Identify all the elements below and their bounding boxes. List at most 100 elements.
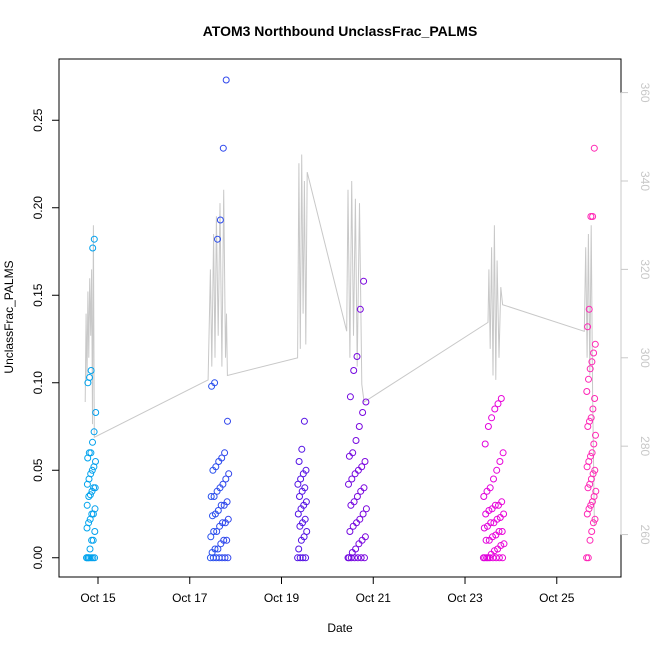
scatter-point xyxy=(588,528,596,535)
scatter-point xyxy=(210,528,218,535)
scatter-point xyxy=(346,393,354,401)
scatter-point xyxy=(585,305,593,313)
scatter-point xyxy=(295,545,303,553)
scatter-point xyxy=(295,458,303,465)
scatter-point xyxy=(592,431,599,439)
y-tick-label: 0.05 xyxy=(31,458,45,482)
scatter-point xyxy=(223,536,231,544)
scatter-point xyxy=(353,353,361,360)
scatter-point xyxy=(591,395,599,402)
x-tick-label: Oct 15 xyxy=(80,591,116,605)
scatter-point xyxy=(90,428,98,436)
scatter-point xyxy=(218,454,226,462)
scatter-point xyxy=(497,395,505,402)
scatter-point xyxy=(592,487,600,495)
scatter-point xyxy=(219,144,227,152)
x-axis: Oct 15 Oct 17 Oct 19 Oct 21 Oct 23 Oct 25 xyxy=(80,576,575,605)
scatter-point xyxy=(361,554,368,562)
scatter-point xyxy=(584,554,592,562)
scatter-point xyxy=(586,417,593,425)
scatter-point xyxy=(219,480,227,488)
scatter-point xyxy=(92,409,100,416)
scatter-point xyxy=(91,484,99,492)
scatter-point xyxy=(352,437,360,444)
x-tick-label: Oct 17 xyxy=(172,591,208,605)
scatter-point xyxy=(361,533,369,541)
scatter-point xyxy=(361,458,369,465)
scatter-point xyxy=(88,466,96,474)
right-y-tick-label: 360 xyxy=(638,83,650,103)
scatter-point xyxy=(92,458,99,465)
scatter-point xyxy=(345,554,353,562)
scatter-point xyxy=(87,470,95,478)
plot-frame xyxy=(58,58,622,578)
scatter-point xyxy=(296,554,304,562)
scatter-point xyxy=(356,305,364,313)
scatter-point xyxy=(590,440,598,448)
scatter-point xyxy=(86,374,93,381)
scatter-point xyxy=(348,475,356,483)
scatter-point xyxy=(584,323,592,331)
scatter-point xyxy=(355,423,363,430)
y-axis: 0.00 0.05 0.10 0.15 0.20 0.25 xyxy=(31,108,60,570)
scatter-point xyxy=(587,501,595,509)
y-tick-label: 0.00 xyxy=(31,546,45,570)
right-y-tick-label: 280 xyxy=(638,436,650,456)
scatter-point xyxy=(89,244,97,252)
scatter-point xyxy=(217,501,225,509)
scatter-point xyxy=(347,554,355,562)
scatter-point xyxy=(302,466,310,474)
scatter-point xyxy=(302,498,310,506)
scatter-point xyxy=(357,487,365,495)
scatter-point xyxy=(219,519,226,527)
scatter-point xyxy=(83,501,91,509)
scatter-point xyxy=(589,405,597,413)
scatter-point xyxy=(590,349,598,357)
scatter-point xyxy=(298,445,306,453)
scatter-point xyxy=(211,545,219,553)
scatter-point xyxy=(499,449,507,457)
scatter-point xyxy=(224,515,232,523)
scatter-point xyxy=(487,519,495,527)
scatter-point xyxy=(495,528,503,535)
scatter-point xyxy=(360,484,368,492)
scatter-point xyxy=(491,405,499,413)
scatter-point xyxy=(207,533,215,541)
scatter-point xyxy=(498,528,506,535)
scatter-point xyxy=(493,466,501,474)
scatter-point xyxy=(354,554,362,562)
scatter-point xyxy=(489,533,496,541)
scatter-point xyxy=(220,536,228,544)
scatter-point xyxy=(481,440,489,448)
scatter-point xyxy=(350,367,358,374)
scatter-point xyxy=(294,480,302,488)
scatter-point xyxy=(86,545,94,553)
scatter-point xyxy=(354,466,362,474)
scatter-point xyxy=(294,554,302,562)
scatter-point xyxy=(224,417,231,425)
x-tick-label: Oct 21 xyxy=(356,591,392,605)
scatter-point xyxy=(360,277,368,285)
y-tick-label: 0.10 xyxy=(31,371,45,395)
scatter-point xyxy=(352,545,360,553)
scatter-point xyxy=(224,554,232,562)
scatter-point xyxy=(590,144,598,152)
scatter-point xyxy=(211,379,219,387)
scatter-point xyxy=(222,76,230,84)
scatter-point xyxy=(587,452,594,460)
scatter-series-layer xyxy=(83,76,600,562)
scatter-point xyxy=(87,367,95,374)
x-tick-label: Oct 19 xyxy=(264,591,300,605)
scatter-point xyxy=(587,414,595,422)
scatter-point xyxy=(588,449,596,457)
x-axis-label: Date xyxy=(327,621,353,635)
scatter-point xyxy=(591,466,599,474)
right-y-tick-label: 320 xyxy=(638,259,650,279)
scatter-point xyxy=(499,554,507,562)
scatter-point xyxy=(488,414,496,422)
scatter-point xyxy=(591,515,599,523)
scatter-point xyxy=(214,235,221,243)
scatter-point xyxy=(214,507,222,514)
y-tick-label: 0.20 xyxy=(31,196,45,220)
scatter-point xyxy=(359,510,367,518)
